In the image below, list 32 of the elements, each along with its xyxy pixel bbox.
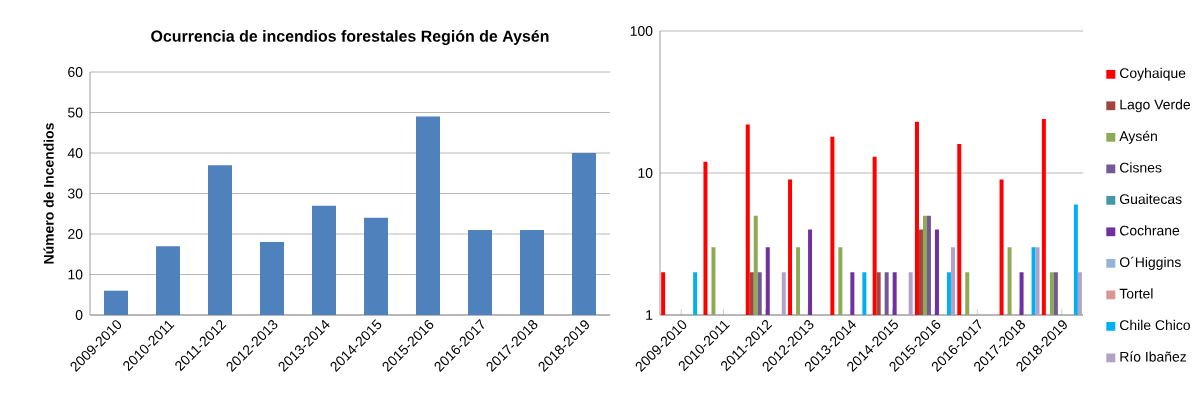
bar — [572, 153, 596, 315]
legend-label: Río Ibañez — [1120, 351, 1187, 362]
bar — [468, 229, 492, 315]
bar — [208, 165, 232, 315]
y-tick-label: 60 — [68, 67, 83, 77]
legend-label: Guaitecas — [1119, 193, 1182, 205]
bar — [260, 242, 284, 315]
y-tick-label: 0 — [75, 310, 83, 320]
y-tick-label: 10 — [68, 269, 83, 280]
legend-label: Lago Verde — [1120, 99, 1191, 113]
legend-label: Aysén — [1119, 130, 1157, 144]
y-tick-label: 50 — [68, 107, 83, 118]
chart-title: Ocurrencia de incendios forestales Región de Aysén — [151, 29, 549, 46]
bar — [416, 116, 440, 315]
bar — [104, 290, 128, 315]
legend-label: Chile Chico — [1120, 319, 1190, 331]
legend-label: Tortel — [1119, 288, 1153, 299]
bar — [520, 229, 544, 315]
y-tick-label: 1 — [646, 310, 653, 320]
y-tick-label: 20 — [68, 229, 83, 239]
bar — [364, 217, 388, 315]
legend-label: Cisnes — [1120, 162, 1162, 173]
y-tick-label: 10 — [638, 168, 653, 178]
legend-label: Coyhaique — [1120, 67, 1186, 81]
bar — [312, 205, 336, 315]
bar — [156, 246, 180, 315]
y-tick-label: 30 — [67, 188, 83, 199]
y-tick-label: 40 — [67, 148, 83, 158]
legend-label: Cochrane — [1120, 225, 1180, 236]
y-axis-title: Número de Incendios — [43, 123, 54, 264]
legend-label: O´Higgins — [1119, 256, 1181, 270]
y-tick-label: 100 — [630, 26, 653, 36]
